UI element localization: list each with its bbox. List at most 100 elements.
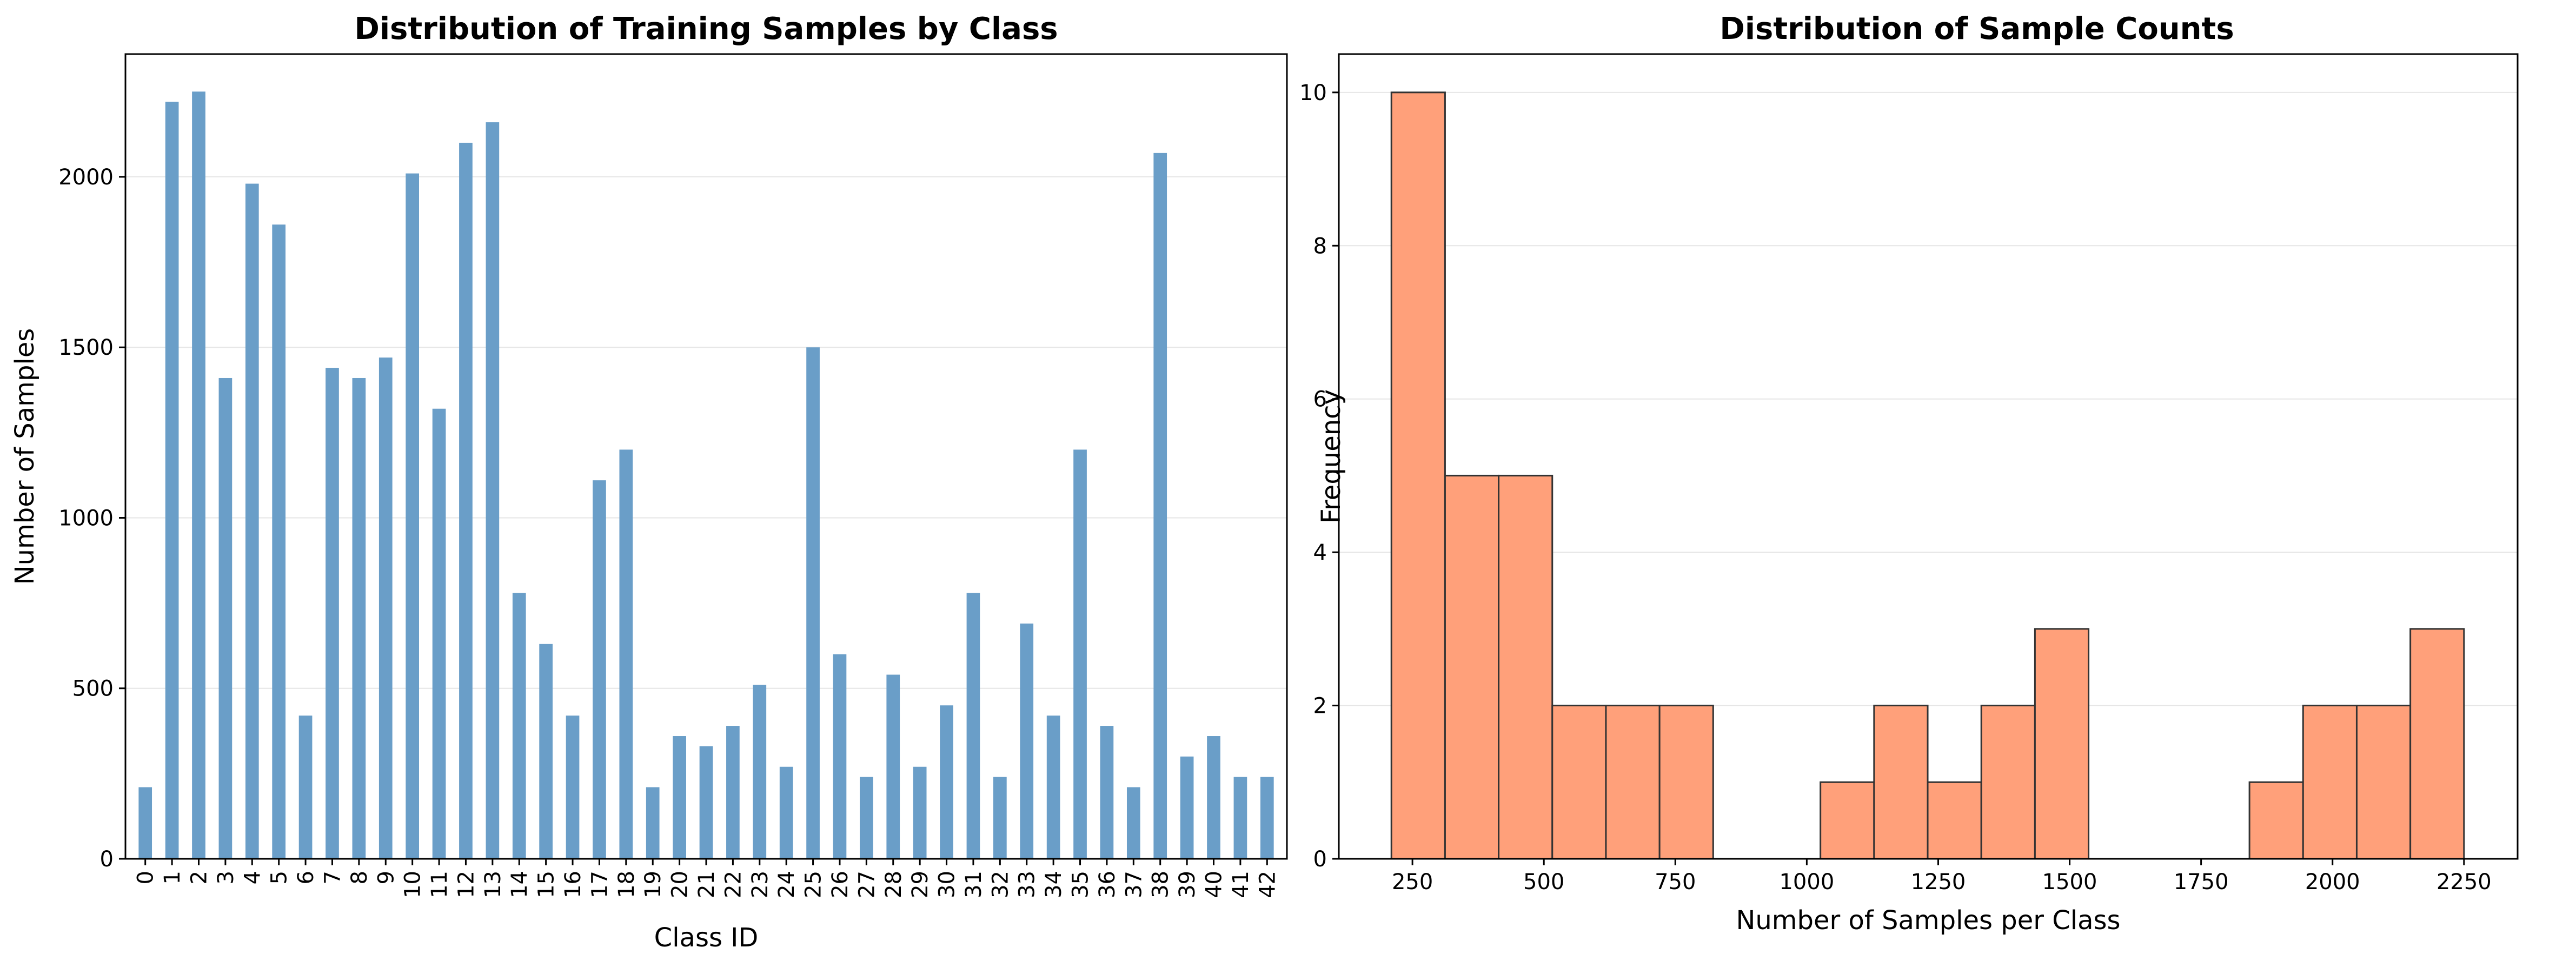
chart1-x-tick-label: 35 [1068, 871, 1093, 898]
chart2-y-tick-label: 0 [1313, 847, 1327, 872]
chart1-y-tick-label: 2000 [58, 165, 114, 190]
chart2-bin-4 [1605, 705, 1661, 860]
chart1-bar-class-33 [1020, 623, 1034, 859]
chart1-x-tick-label: 32 [988, 871, 1013, 898]
chart1-x-tick-label: 27 [854, 871, 879, 898]
chart1-x-tick-label: 19 [641, 871, 666, 898]
chart2-x-tick-label: 2250 [2436, 870, 2492, 895]
chart1-x-tick-label: 38 [1148, 871, 1173, 898]
chart1-x-tick-label: 20 [668, 871, 693, 898]
chart1-y-axis: 0 500 1000 1500 2000 [58, 165, 125, 872]
chart1-bar-class-1 [165, 102, 179, 859]
chart1-x-tick-label: 39 [1175, 871, 1200, 898]
chart2-x-tick-label: 500 [1523, 870, 1564, 895]
chart1-x-tick-label: 28 [881, 871, 906, 898]
chart1-bar-class-29 [913, 766, 927, 859]
chart2-bin-3 [1551, 705, 1607, 860]
chart2-x-axis-label: Number of Samples per Class [1736, 905, 2120, 936]
chart1-bar-class-31 [966, 593, 980, 859]
chart2-x-tick-label: 750 [1655, 870, 1696, 895]
chart1-bar-class-7 [326, 368, 339, 859]
class-distribution-chart: Distribution of Training Samples by Clas… [10, 11, 1288, 953]
chart1-bar-class-42 [1260, 777, 1274, 859]
chart1-bars [138, 91, 1274, 859]
chart1-bar-class-9 [379, 357, 393, 859]
chart2-x-tick-label: 1500 [2042, 870, 2097, 895]
chart2-x-tick-label: 1000 [1779, 870, 1834, 895]
chart2-x-tick-label: 2000 [2305, 870, 2360, 895]
chart1-bar-class-37 [1126, 787, 1140, 859]
chart1-bar-class-38 [1153, 153, 1167, 859]
chart2-x-tick-label: 1250 [1911, 870, 1966, 895]
chart2-bin-10 [1927, 781, 1982, 860]
chart1-bar-class-27 [860, 777, 873, 859]
chart1-x-tick-label: 6 [294, 871, 318, 884]
chart2-bin-11 [1980, 705, 2036, 860]
chart1-bar-class-40 [1207, 736, 1220, 859]
chart2-bin-0 [1390, 91, 1446, 860]
chart2-bin-17 [2302, 705, 2358, 860]
chart1-x-tick-label: 16 [561, 871, 586, 898]
chart1-bar-class-14 [512, 593, 526, 859]
chart2-x-tick-label: 250 [1392, 870, 1433, 895]
chart2-y-axis: 0 2 4 6 8 10 [1299, 81, 1339, 872]
chart2-x-axis: 250 500 750 1000 1250 1500 1750 2000 2250 [1392, 859, 2492, 895]
chart2-bin-18 [2355, 705, 2412, 860]
chart1-x-tick-label: 4 [240, 871, 265, 884]
chart1-x-tick-label: 17 [587, 871, 612, 898]
chart2-bin-9 [1873, 705, 1929, 860]
chart1-bar-class-8 [352, 377, 366, 859]
chart1-x-axis-label: Class ID [654, 923, 759, 953]
chart2-y-tick-label: 6 [1313, 387, 1327, 412]
chart1-bar-class-24 [779, 766, 793, 859]
chart2-plot-frame [1338, 53, 2519, 860]
chart1-x-tick-label: 23 [748, 871, 773, 898]
chart1-bar-class-28 [886, 674, 900, 859]
chart1-bar-class-6 [298, 716, 313, 859]
chart1-bar-class-30 [940, 705, 953, 859]
chart1-x-tick-label: 22 [721, 871, 746, 898]
chart1-x-tick-label: 29 [908, 871, 933, 898]
chart1-bar-class-3 [218, 377, 233, 859]
chart1-bar-class-34 [1046, 716, 1060, 859]
chart1-x-tick-label: 5 [267, 871, 292, 884]
chart1-x-tick-label: 2 [187, 871, 211, 884]
chart1-bar-class-21 [699, 746, 713, 859]
chart1-y-tick-label: 1500 [58, 335, 114, 360]
chart1-x-tick-label: 18 [614, 871, 639, 898]
chart2-bin-19 [2409, 628, 2465, 860]
chart1-bar-class-0 [138, 787, 152, 859]
chart2-bin-2 [1498, 474, 1553, 860]
chart1-x-tick-label: 7 [320, 871, 345, 884]
chart1-bar-class-36 [1100, 726, 1114, 859]
chart1-x-tick-label: 1 [160, 871, 185, 884]
chart1-bar-class-39 [1180, 756, 1194, 859]
chart1-bar-class-16 [566, 716, 580, 859]
chart1-x-tick-label: 37 [1121, 871, 1146, 898]
chart1-y-axis-label: Number of Samples [10, 328, 40, 585]
chart2-y-tick-label: 4 [1313, 540, 1327, 565]
chart1-bar-class-4 [245, 183, 259, 859]
chart1-y-tick-label: 500 [72, 677, 114, 701]
chart1-bar-class-35 [1073, 449, 1087, 859]
chart2-bin-12 [2034, 628, 2090, 860]
chart1-gridlines [125, 176, 1287, 689]
chart2-y-axis-label: Frequency [1316, 389, 1346, 524]
chart1-y-tick-label: 0 [100, 847, 114, 872]
chart1-x-tick-label: 0 [134, 871, 158, 884]
chart1-bar-class-23 [753, 685, 767, 859]
chart1-x-tick-label: 30 [935, 871, 960, 898]
chart1-bar-class-5 [272, 224, 286, 859]
chart1-x-tick-label: 25 [801, 871, 826, 898]
chart1-bar-class-17 [593, 480, 606, 859]
chart1-x-tick-label: 21 [694, 871, 719, 898]
chart2-y-tick-label: 10 [1299, 81, 1327, 105]
chart1-x-axis: 0 1 2 3 4 5 6 7 8 9 10 11 12 13 14 15 16 17 18 19 20 21 22 23 24… [134, 859, 1280, 898]
chart2-bin-8 [1820, 781, 1875, 860]
chart2-bin-5 [1658, 705, 1714, 860]
chart1-bar-class-20 [673, 736, 686, 859]
chart1-bar-class-12 [459, 142, 473, 859]
chart1-bar-class-22 [726, 726, 740, 859]
chart1-x-tick-label: 41 [1229, 871, 1253, 898]
